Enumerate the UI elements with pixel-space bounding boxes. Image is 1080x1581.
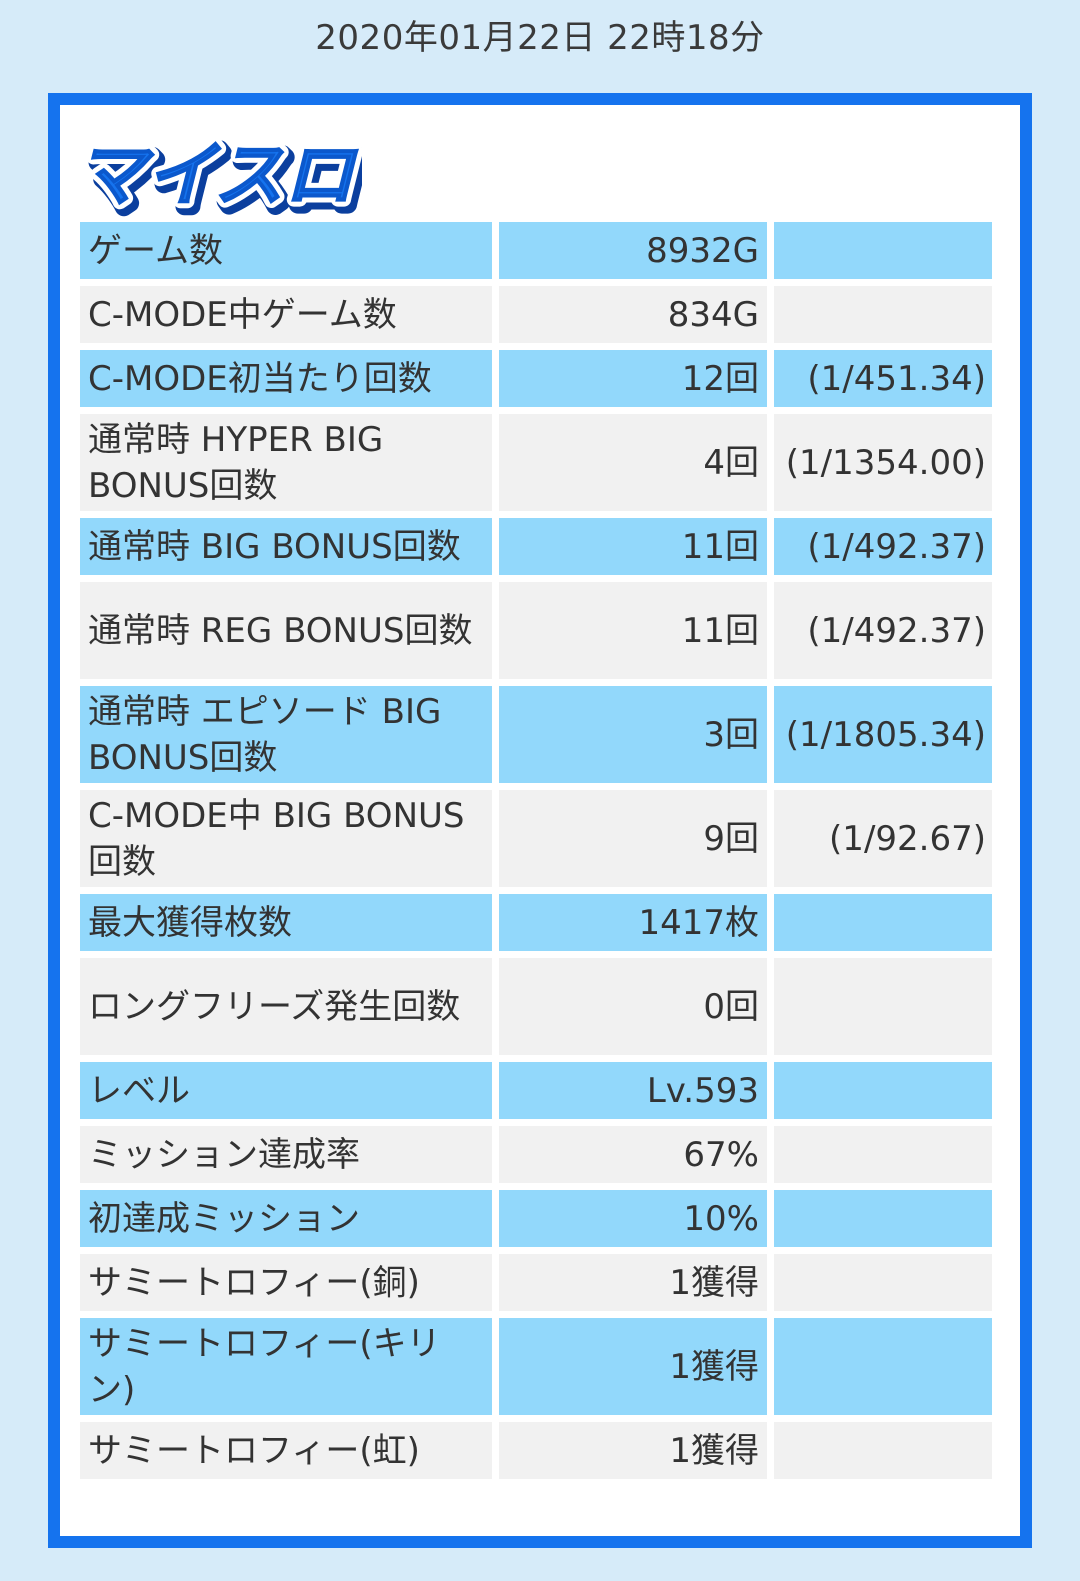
stat-ratio — [774, 1062, 992, 1119]
stat-ratio — [774, 1422, 992, 1479]
stat-ratio: (1/1354.00) — [774, 414, 992, 511]
stat-ratio — [774, 958, 992, 1055]
stat-ratio — [774, 1190, 992, 1247]
stat-value: 11回 — [499, 582, 767, 679]
stat-label: サミートロフィー(虹) — [80, 1422, 492, 1479]
stat-label: C-MODE中 BIG BONUS回数 — [80, 790, 492, 887]
stat-label: C-MODE中ゲーム数 — [80, 286, 492, 343]
stat-value: 1417枚 — [499, 894, 767, 951]
stat-value: 11回 — [499, 518, 767, 575]
stat-ratio — [774, 222, 992, 279]
stat-value: 1獲得 — [499, 1318, 767, 1415]
stat-label: 最大獲得枚数 — [80, 894, 492, 951]
stat-value: 834G — [499, 286, 767, 343]
stat-label: 通常時 REG BONUS回数 — [80, 582, 492, 679]
stat-value: 10% — [499, 1190, 767, 1247]
stats-table: ゲーム数 8932G C-MODE中ゲーム数 834G C-MODE初当たり回数… — [80, 222, 992, 1479]
stat-label: 通常時 BIG BONUS回数 — [80, 518, 492, 575]
stat-label: C-MODE初当たり回数 — [80, 350, 492, 407]
stat-label: 通常時 エピソード BIG BONUS回数 — [80, 686, 492, 783]
stat-ratio: (1/92.67) — [774, 790, 992, 887]
stat-ratio — [774, 1126, 992, 1183]
stat-value: 1獲得 — [499, 1422, 767, 1479]
stat-label: 通常時 HYPER BIG BONUS回数 — [80, 414, 492, 511]
stat-ratio: (1/492.37) — [774, 518, 992, 575]
logo-text-shadow: マイスロ — [80, 139, 362, 217]
stat-ratio: (1/492.37) — [774, 582, 992, 679]
stat-label: レベル — [80, 1062, 492, 1119]
stat-value: 1獲得 — [499, 1254, 767, 1311]
stat-ratio — [774, 1254, 992, 1311]
stat-value: 4回 — [499, 414, 767, 511]
timestamp: 2020年01月22日 22時18分 — [315, 18, 765, 58]
stat-label: ロングフリーズ発生回数 — [80, 958, 492, 1055]
stat-label: サミートロフィー(キリン) — [80, 1318, 492, 1415]
stat-value: 67% — [499, 1126, 767, 1183]
stat-value: 9回 — [499, 790, 767, 887]
stat-value: 12回 — [499, 350, 767, 407]
logo-text-outline: マイスロ — [76, 134, 358, 216]
stat-ratio — [774, 286, 992, 343]
stat-label: ゲーム数 — [80, 222, 492, 279]
stat-label: 初達成ミッション — [80, 1190, 492, 1247]
stat-ratio — [774, 894, 992, 951]
stat-label: ミッション達成率 — [80, 1126, 492, 1183]
stat-value: 3回 — [499, 686, 767, 783]
stat-label: サミートロフィー(銅) — [80, 1254, 492, 1311]
stat-ratio: (1/1805.34) — [774, 686, 992, 783]
myslo-logo: マイスロ マイスロ マイスロ — [70, 128, 362, 217]
stat-value: Lv.593 — [499, 1062, 767, 1119]
stats-panel: マイスロ マイスロ マイスロ ゲーム数 8932G C-MODE中ゲーム数 83… — [48, 93, 1032, 1548]
logo-text: マイスロ — [76, 134, 358, 216]
stat-ratio — [774, 1318, 992, 1415]
stat-value: 8932G — [499, 222, 767, 279]
stat-ratio: (1/451.34) — [774, 350, 992, 407]
stat-value: 0回 — [499, 958, 767, 1055]
